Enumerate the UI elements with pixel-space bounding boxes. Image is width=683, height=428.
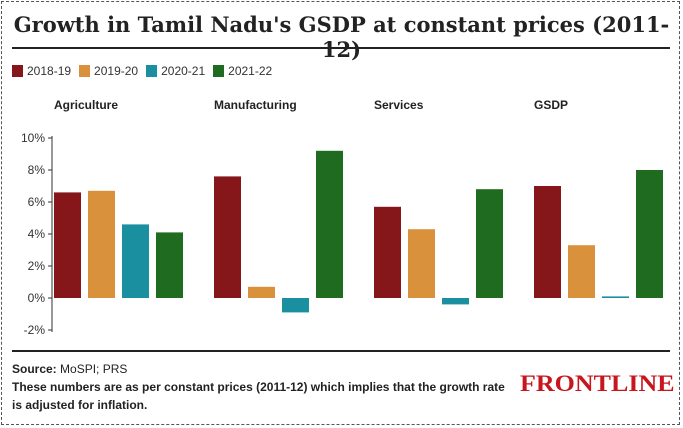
legend-label: 2018-19 [27, 64, 72, 78]
source-label: Source: [12, 362, 57, 376]
bar [568, 245, 595, 298]
category-label: Services [374, 98, 424, 112]
bar [374, 206, 401, 298]
bar [442, 298, 469, 305]
bar [54, 192, 81, 298]
source-value: MoSPI; PRS [60, 362, 128, 376]
bar [636, 170, 663, 298]
bar [214, 176, 241, 298]
y-tick-label: 2% [28, 259, 46, 273]
category-label: Agriculture [54, 98, 118, 112]
category-label: Manufacturing [214, 98, 297, 112]
bar [602, 296, 629, 298]
bar [248, 286, 275, 298]
bar [88, 190, 115, 298]
bar [156, 232, 183, 298]
footer-divider [12, 350, 670, 352]
legend-item-2021-22: 2021-22 [213, 64, 272, 78]
footer-note: These numbers are as per constant prices… [12, 380, 505, 412]
category-label: GSDP [534, 98, 568, 112]
bar [408, 229, 435, 298]
legend-label: 2019-20 [94, 64, 139, 78]
legend-label: 2021-22 [228, 64, 273, 78]
legend-swatch [79, 65, 91, 77]
bar [316, 150, 343, 298]
legend-swatch [146, 65, 158, 77]
legend-item-2019-20: 2019-20 [79, 64, 138, 78]
legend-swatch [12, 65, 23, 77]
frontline-logo: FRONTLINE [520, 370, 675, 397]
bar [282, 298, 309, 313]
title-divider [12, 47, 670, 49]
y-tick-label: 10% [21, 131, 45, 145]
source-line: Source: MoSPI; PRS [12, 360, 512, 378]
chart-legend: 2018-19 2019-20 2020-21 2021-22 [12, 64, 272, 78]
y-tick-label: 4% [28, 227, 46, 241]
bar [122, 224, 149, 298]
legend-label: 2020-21 [161, 64, 206, 78]
footer-notes: Source: MoSPI; PRS These numbers are as … [12, 360, 512, 414]
y-tick-label: 6% [28, 195, 46, 209]
bar [534, 186, 561, 298]
legend-item-2020-21: 2020-21 [146, 64, 205, 78]
y-tick-label: 8% [28, 163, 46, 177]
y-tick-label: 0% [28, 291, 46, 305]
legend-item-2018-19: 2018-19 [12, 64, 71, 78]
legend-swatch [213, 65, 225, 77]
y-tick-label: -2% [24, 323, 46, 337]
bar-chart: 10% 8% 6% 4% 2% 0% -2% Agriculture Manufacturing… [21, 98, 663, 337]
bar [476, 189, 503, 298]
chart-title: Growth in Tamil Nadu's GSDP at constant … [13, 12, 670, 62]
